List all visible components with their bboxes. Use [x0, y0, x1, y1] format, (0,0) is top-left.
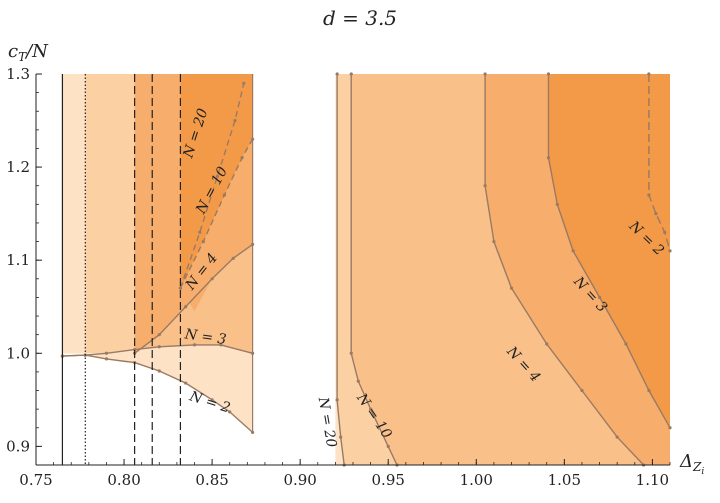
- left-point-4-4: [242, 81, 246, 85]
- right-point-1-4: [386, 444, 390, 448]
- x-tick-label-0: 0.75: [19, 471, 52, 489]
- right-point-3-7: [668, 426, 672, 430]
- left-point-1-3: [133, 347, 137, 352]
- right-point-3-0: [546, 72, 551, 76]
- left-point-0-8: [251, 430, 255, 435]
- left-point-1-7: [251, 351, 255, 355]
- y-axis-label: cT/N: [8, 41, 49, 64]
- right-curve-n20: [336, 74, 345, 466]
- right-point-2-2: [492, 239, 496, 244]
- left-region-n2: [62, 344, 253, 433]
- right-region-n3: [548, 74, 670, 465]
- right-point-4-2: [654, 212, 658, 216]
- left-curve-n3: [62, 344, 253, 357]
- right-point-2-4: [545, 342, 549, 346]
- left-point-4-1: [198, 230, 202, 234]
- axes: 0.75 0.80 0.85 0.90 0.95 1.00 1.05 1.10 0.9 1.0 1.…: [6, 65, 671, 489]
- right-point-2-1: [483, 184, 487, 188]
- x-axis-label: ΔZi: [679, 451, 704, 477]
- y-tick-label-2: 1.1: [6, 251, 30, 269]
- y-axis-label-tail: /N: [24, 41, 49, 62]
- x-tick-label-3: 0.90: [283, 471, 316, 489]
- x-tick-label-2: 0.85: [195, 471, 228, 489]
- right-point-2-0: [483, 72, 487, 76]
- y-tick-label-3: 1.2: [6, 158, 30, 176]
- right-point-3-1: [546, 156, 551, 160]
- right-curve-n10: [350, 74, 398, 466]
- left-point-2-2: [184, 305, 188, 309]
- left-point-0-2: [104, 357, 109, 361]
- right-point-1-2: [356, 379, 360, 383]
- right-point-4-0: [647, 72, 651, 76]
- right-point-0-1: [335, 398, 339, 402]
- right-point-4-1: [647, 193, 651, 197]
- right-point-2-3: [509, 286, 514, 290]
- right-point-1-3: [369, 407, 373, 411]
- title-group: d = 3.5: [323, 6, 397, 30]
- left-curve-n4: [134, 243, 254, 354]
- left-point-0-4: [157, 369, 161, 373]
- left-point-2-4: [231, 256, 235, 260]
- right-point-3-6: [647, 388, 651, 393]
- right-point-3-4: [597, 295, 602, 300]
- left-point-3-2: [222, 193, 227, 197]
- x-tick-label-4: 0.95: [372, 471, 405, 489]
- left-point-2-1: [157, 333, 161, 337]
- y-tick-label-4: 1.3: [6, 65, 30, 83]
- right-point-4-3: [663, 230, 667, 234]
- left-point-3-1: [201, 239, 205, 244]
- left-point-4-2: [215, 174, 219, 179]
- boundary-curves: [60, 72, 672, 467]
- left-point-0-6: [210, 398, 214, 402]
- right-region-n2: [648, 74, 670, 251]
- left-point-1-5: [192, 343, 197, 347]
- left-point-2-5: [251, 242, 255, 246]
- right-curve-n4: [484, 74, 645, 466]
- x-axis-label-sub: Z: [692, 460, 702, 474]
- right-point-1-0: [349, 72, 353, 76]
- y-tick-label-1: 1.0: [6, 344, 30, 362]
- left-point-1-2: [104, 351, 109, 355]
- x-tick-label-7: 1.10: [636, 471, 669, 489]
- left-point-2-3: [210, 277, 214, 281]
- x-tick-label-1: 0.80: [107, 471, 140, 489]
- left-point-4-3: [233, 118, 237, 123]
- right-point-3-5: [624, 342, 628, 346]
- chart-title: d = 3.5: [323, 6, 397, 30]
- right-point-3-2: [555, 202, 559, 206]
- x-axis-label-subsub: i: [701, 467, 704, 477]
- left-point-0-5: [184, 381, 188, 385]
- right-point-4-4: [668, 249, 672, 253]
- x-tick-label-5: 1.00: [460, 471, 493, 489]
- right-point-0-2: [339, 435, 343, 439]
- right-point-2-5: [580, 388, 584, 393]
- left-point-1-4: [157, 345, 161, 349]
- vertical-lines: [61, 74, 182, 465]
- left-point-4-0: [178, 286, 183, 290]
- y-axis-label-sub: T: [18, 50, 27, 64]
- x-axis-label-main: Δ: [679, 451, 693, 472]
- right-curve-n3: [547, 74, 671, 429]
- plot-areas: [62, 74, 670, 465]
- right-point-3-3: [571, 249, 575, 253]
- right-point-2-6: [615, 435, 619, 439]
- left-band-light: [62, 74, 86, 354]
- region-label-3: N = 3: [183, 326, 228, 348]
- y-axis-label-main: c: [8, 41, 18, 62]
- left-point-3-4: [251, 137, 255, 141]
- left-point-0-7: [228, 410, 232, 414]
- x-tick-label-6: 1.05: [548, 471, 581, 489]
- right-point-0-0: [335, 72, 339, 76]
- left-region-tip: [180, 241, 213, 312]
- left-point-3-3: [240, 156, 244, 160]
- y-tick-label-0: 0.9: [6, 437, 30, 455]
- right-point-1-1: [349, 351, 353, 355]
- left-point-1-6: [219, 343, 223, 347]
